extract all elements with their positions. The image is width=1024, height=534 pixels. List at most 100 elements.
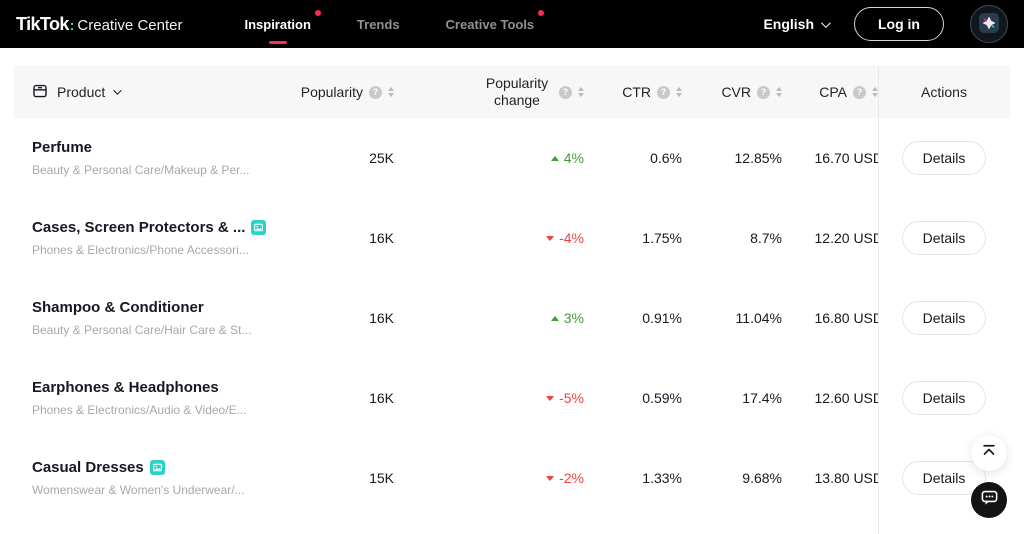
sort-icon[interactable] <box>388 87 394 97</box>
details-button[interactable]: Details <box>901 141 987 175</box>
app-logo-button[interactable] <box>970 5 1008 43</box>
chevron-down-icon <box>820 17 831 28</box>
table-header-row: Product Popularity Popularity change CTR <box>14 66 1010 118</box>
nav-label: Creative Tools <box>445 16 535 32</box>
sort-icon[interactable] <box>578 87 584 97</box>
popularity-change-value: 3% <box>551 310 584 326</box>
column-header-ctr[interactable]: CTR <box>584 84 682 100</box>
popularity-value: 25K <box>369 150 394 166</box>
help-icon[interactable] <box>559 85 572 99</box>
table-row: Cases, Screen Protectors & ... Phones & … <box>14 198 1010 278</box>
product-category: Beauty & Personal Care/Hair Care & St... <box>32 323 252 337</box>
cpa-value: 13.80 USD <box>814 470 878 486</box>
logo-colon-icon: : <box>69 16 75 33</box>
ctr-value: 1.75% <box>642 230 682 246</box>
ctr-value: 0.59% <box>642 390 682 406</box>
help-icon[interactable] <box>369 85 382 99</box>
popularity-change-value: 4% <box>551 150 584 166</box>
cpa-value: 16.80 USD <box>814 310 878 326</box>
help-icon[interactable] <box>853 85 866 99</box>
active-tab-underline <box>268 40 287 44</box>
cvr-value: 8.7% <box>750 230 782 246</box>
sort-icon[interactable] <box>676 87 682 97</box>
column-label: Popularity <box>300 84 363 100</box>
column-label: CVR <box>721 84 751 100</box>
product-name: Casual Dresses <box>32 459 245 476</box>
table-row: Earphones & Headphones Phones & Electron… <box>14 358 1010 438</box>
help-icon[interactable] <box>657 85 670 99</box>
ctr-value: 0.91% <box>642 310 682 326</box>
popularity-value: 16K <box>369 390 394 406</box>
sort-icon[interactable] <box>872 87 878 97</box>
tiktok-app-icon <box>979 12 999 36</box>
details-button[interactable]: Details <box>901 381 987 415</box>
popularity-value: 15K <box>369 470 394 486</box>
cpa-value: 12.60 USD <box>814 390 878 406</box>
details-button[interactable]: Details <box>901 301 987 335</box>
feedback-chat-button[interactable] <box>971 482 1007 518</box>
column-label: Popularity change <box>485 74 549 109</box>
nav-label: Inspiration <box>244 16 311 32</box>
cvr-value: 12.85% <box>734 150 782 166</box>
popularity-change-value: -5% <box>546 390 584 406</box>
product-name: Earphones & Headphones <box>32 379 219 396</box>
popularity-value: 16K <box>369 230 394 246</box>
main-nav: Inspiration Trends Creative Tools <box>244 9 545 44</box>
column-header-actions: Actions <box>878 66 1010 118</box>
fixed-column-divider <box>878 66 879 534</box>
popularity-change-value: -2% <box>546 470 584 486</box>
notification-dot <box>538 9 545 16</box>
popularity-value: 16K <box>369 310 394 326</box>
language-label: English <box>763 16 814 32</box>
nav-item-creative-tools[interactable]: Creative Tools <box>445 9 545 32</box>
chevron-down-icon <box>113 86 122 95</box>
topbar-right: English Log in <box>763 5 1008 43</box>
column-label: CTR <box>622 84 651 100</box>
product-category: Phones & Electronics/Phone Accessori... <box>32 243 249 257</box>
product-ranking-table: Product Popularity Popularity change CTR <box>14 66 1010 518</box>
cpa-value: 16.70 USD <box>814 150 878 166</box>
nav-item-inspiration[interactable]: Inspiration <box>244 9 321 44</box>
scrollable-header-columns: Product Popularity Popularity change CTR <box>14 66 878 118</box>
table-row: Shampoo & Conditioner Beauty & Personal … <box>14 278 1010 358</box>
column-header-cpa[interactable]: CPA <box>782 84 878 100</box>
product-name: Shampoo & Conditioner <box>32 299 204 316</box>
notification-dot <box>314 9 321 16</box>
tiktok-wordmark: TikTok <box>16 13 69 34</box>
top-navigation-bar: TikTok : Creative Center Inspiration Tre… <box>0 0 1024 48</box>
nav-label: Trends <box>356 16 400 32</box>
nav-item-trends[interactable]: Trends <box>357 17 400 32</box>
product-category: Womenswear & Women's Underwear/... <box>32 483 245 497</box>
cvr-value: 17.4% <box>742 390 782 406</box>
image-badge-icon <box>251 220 267 235</box>
login-button[interactable]: Log in <box>854 7 944 41</box>
product-category: Beauty & Personal Care/Makeup & Per... <box>32 163 250 177</box>
chat-bubble-icon <box>980 488 999 512</box>
language-selector[interactable]: English <box>763 16 831 32</box>
column-header-cvr[interactable]: CVR <box>682 84 782 100</box>
column-label: CPA <box>819 84 847 100</box>
help-icon[interactable] <box>757 85 770 99</box>
cpa-value: 12.20 USD <box>814 230 878 246</box>
product-name: Perfume <box>32 139 93 156</box>
scroll-to-top-icon <box>980 442 998 465</box>
cvr-value: 11.04% <box>735 310 782 326</box>
product-name: Cases, Screen Protectors & ... <box>32 219 267 236</box>
product-category: Phones & Electronics/Audio & Video/E... <box>32 403 247 417</box>
ctr-value: 1.33% <box>642 470 682 486</box>
column-header-popularity-change[interactable]: Popularity change <box>394 75 584 110</box>
column-label: Actions <box>921 84 967 100</box>
product-box-icon <box>32 83 48 102</box>
sort-icon[interactable] <box>776 87 782 97</box>
column-header-popularity[interactable]: Popularity <box>294 84 394 100</box>
column-header-product[interactable]: Product <box>32 83 294 102</box>
column-label: Product <box>57 84 106 100</box>
details-button[interactable]: Details <box>901 461 987 495</box>
back-to-top-button[interactable] <box>971 435 1007 471</box>
cvr-value: 9.68% <box>742 470 782 486</box>
ctr-value: 0.6% <box>650 150 682 166</box>
details-button[interactable]: Details <box>901 221 987 255</box>
table-row: Perfume Beauty & Personal Care/Makeup & … <box>14 118 1010 198</box>
tiktok-creative-center-logo[interactable]: TikTok : Creative Center <box>16 14 182 35</box>
